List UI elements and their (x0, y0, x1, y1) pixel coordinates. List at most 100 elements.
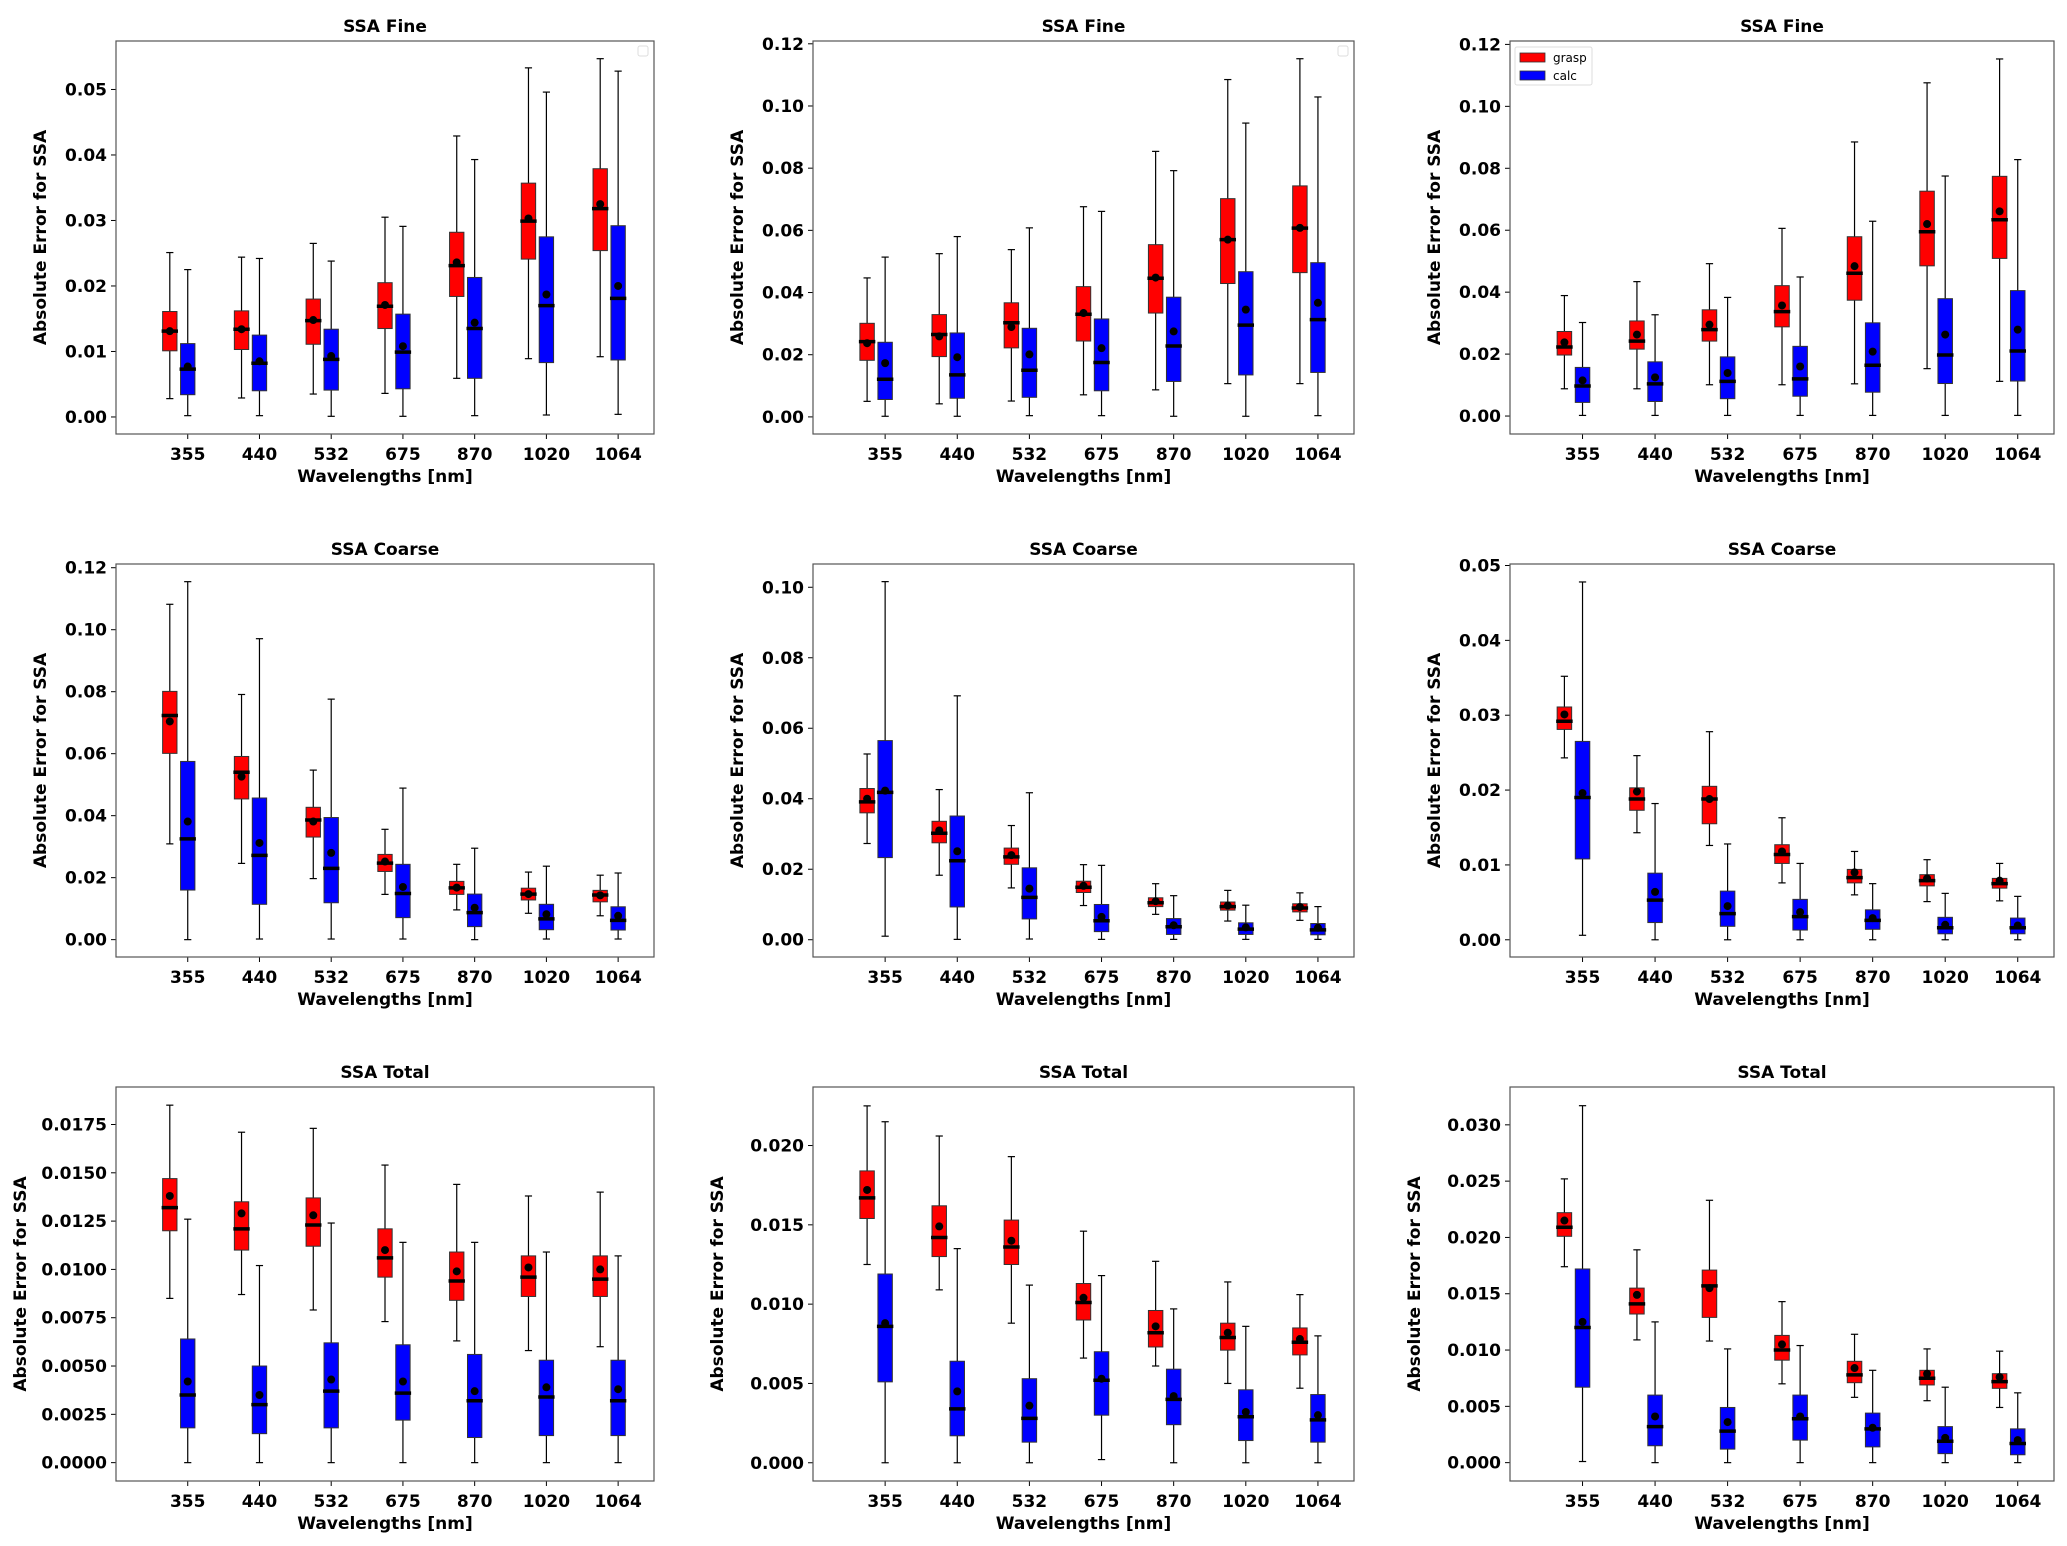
box-calc-1064 (2009, 895, 2026, 941)
panel-title: SSA Fine (1740, 17, 1824, 37)
mean-marker (381, 1246, 389, 1255)
mean-marker (1705, 795, 1714, 804)
y-tick-label: 0.02 (1459, 345, 1501, 365)
y-tick-label: 0.04 (65, 807, 107, 827)
box-iqr (323, 1342, 339, 1429)
x-tick-label: 532 (1710, 968, 1746, 988)
mean-marker (953, 847, 962, 856)
y-tick-label: 0.005 (1447, 1397, 1501, 1417)
box-grasp-355 (1556, 1178, 1573, 1268)
box-iqr (859, 1170, 875, 1219)
panel-title: SSA Total (340, 1063, 429, 1083)
mean-marker (935, 826, 944, 835)
box-grasp-1020 (520, 67, 537, 360)
box-grasp-355 (858, 277, 876, 402)
x-tick-label: 532 (313, 968, 349, 988)
y-tick-label: 0.04 (1459, 283, 1501, 303)
box-iqr (1937, 298, 1953, 385)
y-tick-label: 0.04 (65, 146, 107, 166)
box-grasp-355 (1556, 294, 1573, 390)
x-tick-label: 1020 (1922, 445, 1969, 465)
x-tick-label: 440 (940, 1492, 976, 1512)
box-iqr (877, 341, 893, 400)
box-grasp-532 (1701, 263, 1718, 386)
x-tick-label: 532 (1012, 968, 1048, 988)
y-tick-label: 0.06 (65, 745, 107, 765)
box-calc-355 (876, 581, 894, 937)
x-tick-label: 675 (1782, 968, 1818, 988)
x-tick-label: 870 (1156, 1492, 1192, 1512)
box-grasp-675 (1773, 1301, 1791, 1385)
mean-marker (542, 290, 551, 299)
mean-marker (1151, 1322, 1160, 1331)
x-tick-label: 1020 (1922, 968, 1969, 988)
mean-marker (1796, 362, 1805, 371)
mean-marker (470, 903, 479, 912)
box-calc-440 (949, 1248, 966, 1464)
y-tick-label: 0.12 (1459, 35, 1501, 55)
y-tick-label: 0.020 (750, 1137, 804, 1157)
x-tick-label: 440 (1637, 968, 1673, 988)
box-iqr (251, 1365, 268, 1435)
x-tick-label: 675 (1084, 968, 1120, 988)
mean-marker (1868, 347, 1877, 356)
y-axis-label: Absolute Error for SSA (1425, 652, 1445, 868)
box-grasp-1064 (1291, 1294, 1309, 1389)
mean-marker (1241, 923, 1250, 932)
mean-marker (1007, 851, 1016, 860)
box-iqr (1701, 1269, 1718, 1318)
mean-marker (1923, 220, 1932, 229)
x-tick-label: 440 (940, 445, 976, 465)
box-calc-355 (876, 256, 894, 417)
mean-marker (935, 332, 944, 341)
box-iqr (1647, 361, 1663, 402)
box-grasp-675 (376, 216, 394, 394)
panel-fine-2: SSA Fine Absolute Error for SSA Wavelength… (728, 17, 1355, 487)
y-tick-label: 0.08 (65, 683, 107, 703)
mean-marker (1578, 376, 1587, 385)
box-calc-355 (179, 581, 196, 941)
x-tick-label: 870 (457, 445, 493, 465)
x-tick-label: 870 (457, 968, 493, 988)
mean-marker (1923, 874, 1932, 883)
box-grasp-1020 (1219, 889, 1236, 922)
y-tick-label: 0.00 (1459, 931, 1501, 951)
box-calc-1064 (1309, 905, 1327, 940)
box-grasp-675 (1773, 817, 1791, 884)
mean-marker (1723, 1418, 1732, 1427)
box-iqr (1093, 318, 1110, 392)
y-tick-label: 0.10 (1459, 97, 1501, 117)
box-iqr (1792, 345, 1808, 397)
box-calc-532 (323, 1222, 340, 1464)
box-iqr (305, 1197, 321, 1247)
box-iqr (323, 817, 339, 904)
x-tick-label: 675 (1084, 445, 1120, 465)
mean-marker (1995, 207, 2004, 216)
mean-marker (524, 214, 533, 223)
y-tick-label: 0.00 (762, 408, 804, 428)
mean-marker (2013, 1436, 2022, 1445)
mean-marker (542, 1383, 551, 1392)
box-grasp-870 (1147, 150, 1164, 391)
box-grasp-355 (161, 603, 178, 845)
mean-marker (183, 362, 192, 371)
mean-marker (1223, 1328, 1232, 1337)
y-tick-label: 0.02 (65, 277, 107, 297)
box-grasp-355 (1556, 675, 1573, 759)
y-tick-label: 0.000 (1447, 1454, 1501, 1474)
y-tick-label: 0.03 (1459, 706, 1501, 726)
y-tick-label: 0.0150 (41, 1164, 107, 1184)
box-iqr (610, 225, 626, 361)
box-grasp-532 (305, 1127, 322, 1311)
panel-title: SSA Coarse (1728, 540, 1836, 560)
mean-marker (183, 1377, 192, 1386)
panel-title: SSA Coarse (331, 540, 439, 560)
box-grasp-1020 (1219, 1281, 1236, 1385)
box-iqr (1238, 271, 1254, 376)
panel-title: SSA Coarse (1029, 540, 1137, 560)
box-calc-532 (1719, 843, 1736, 941)
box-iqr (1991, 175, 2008, 259)
x-tick-label: 870 (457, 1492, 493, 1512)
mean-marker (1941, 1433, 1950, 1442)
x-tick-label: 870 (1855, 968, 1891, 988)
